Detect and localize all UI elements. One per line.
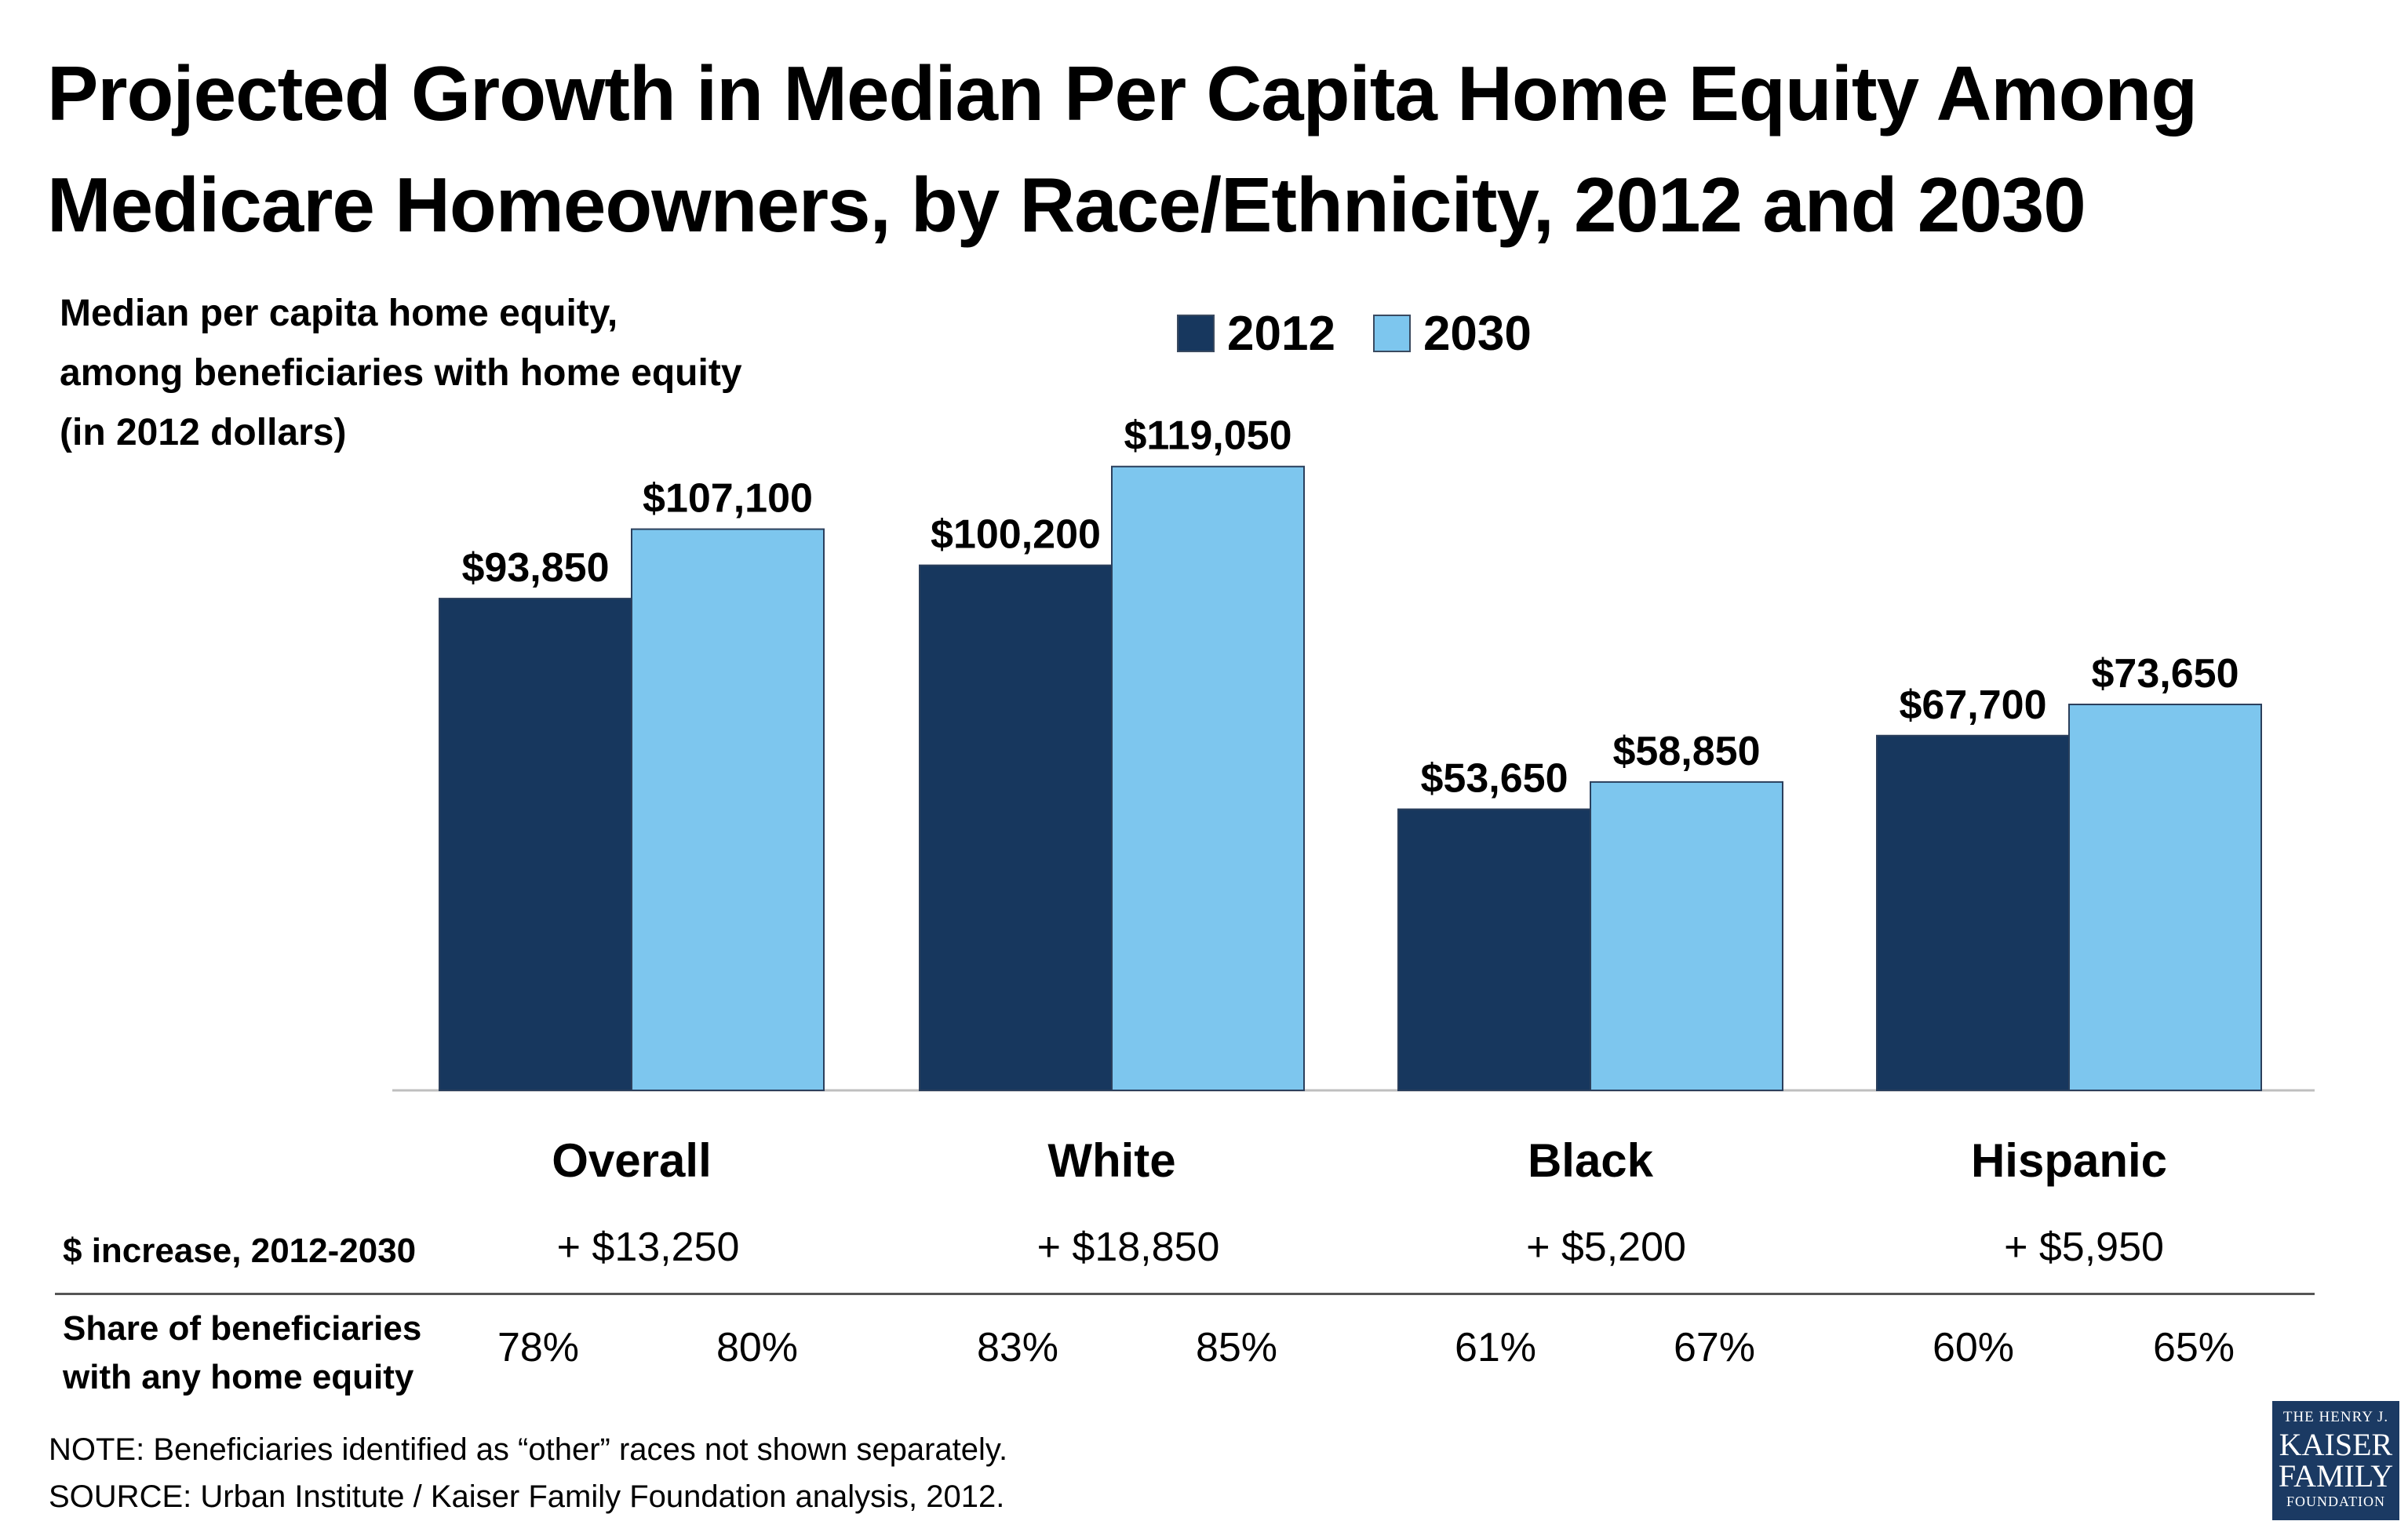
share-hispanic-2030: 65% — [2152, 1325, 2235, 1370]
logo-line-3: FAMILY — [2278, 1458, 2394, 1494]
kff-logo: THE HENRY J. KAISER FAMILY FOUNDATION — [2272, 1401, 2399, 1520]
legend-swatch-2012 — [1177, 315, 1215, 352]
data-label-hispanic-2012: $67,700 — [1900, 682, 2047, 728]
category-label-hispanic: Hispanic — [1971, 1134, 2167, 1187]
bar-overall-2030 — [631, 528, 825, 1091]
increase-value-hispanic: + $5,950 — [2004, 1225, 2164, 1270]
source-text: SOURCE: Urban Institute / Kaiser Family … — [49, 1479, 1005, 1514]
logo-line-2: KAISER — [2279, 1427, 2393, 1462]
share-black-2012: 61% — [1454, 1325, 1537, 1370]
bar-black-2030 — [1590, 781, 1783, 1092]
data-label-white-2012: $100,200 — [931, 512, 1101, 558]
y-axis-label-line-1: Median per capita home equity, — [60, 293, 618, 334]
category-label-overall: Overall — [552, 1134, 711, 1187]
chart-title-line-2: Medicare Homeowners, by Race/Ethnicity, … — [47, 162, 2086, 248]
increase-value-overall: + $13,250 — [556, 1225, 740, 1270]
y-axis-label-line-2: among beneficiaries with home equity — [60, 352, 742, 394]
bar-black-2012 — [1397, 808, 1591, 1092]
legend-swatch-2030 — [1372, 315, 1411, 352]
chart-title: Projected Growth in Median Per Capita Ho… — [47, 38, 2370, 260]
logo-line-1: THE HENRY J. — [2282, 1409, 2389, 1425]
increase-value-white: + $18,850 — [1036, 1225, 1220, 1270]
share-row-label: Share of beneficiaries with any home equ… — [63, 1305, 421, 1402]
increase-row-label: $ increase, 2012-2030 — [63, 1232, 417, 1270]
footnotes: NOTE: Beneficiaries identified as “other… — [49, 1426, 1007, 1520]
data-label-black-2030: $58,850 — [1613, 729, 1761, 774]
category-label-white: White — [1047, 1134, 1175, 1187]
bar-hispanic-2030 — [2068, 704, 2262, 1091]
share-black-2030: 67% — [1673, 1325, 1756, 1370]
data-label-hispanic-2030: $73,650 — [2092, 651, 2239, 697]
note-text: NOTE: Beneficiaries identified as “other… — [49, 1432, 1008, 1467]
legend: 2012 2030 — [1177, 306, 1569, 361]
share-hispanic-2012: 60% — [1932, 1325, 2015, 1370]
share-overall-2012: 78% — [497, 1325, 580, 1370]
bar-overall-2012 — [439, 598, 632, 1091]
share-white-2012: 83% — [976, 1325, 1059, 1370]
y-axis-label: Median per capita home equity, among ben… — [60, 284, 923, 463]
legend-item-2012: 2012 — [1177, 306, 1335, 362]
bar-white-2012 — [919, 564, 1113, 1091]
chart-title-line-1: Projected Growth in Median Per Capita Ho… — [47, 50, 2198, 136]
legend-item-2030: 2030 — [1372, 306, 1532, 362]
bar-hispanic-2012 — [1876, 734, 2070, 1091]
legend-label-2030: 2030 — [1423, 306, 1532, 361]
share-white-2030: 85% — [1195, 1325, 1278, 1370]
share-overall-2030: 80% — [716, 1325, 799, 1370]
share-row-label-line-2: with any home equity — [63, 1358, 414, 1396]
data-label-black-2012: $53,650 — [1421, 756, 1568, 802]
legend-label-2012: 2012 — [1227, 306, 1335, 361]
category-label-black: Black — [1528, 1134, 1654, 1187]
bar-white-2030 — [1111, 465, 1305, 1091]
share-row-label-line-1: Share of beneficiaries — [63, 1309, 422, 1348]
logo-line-4: FOUNDATION — [2286, 1494, 2385, 1509]
y-axis-label-line-3: (in 2012 dollars) — [60, 412, 347, 453]
increase-value-black: + $5,200 — [1526, 1225, 1686, 1270]
data-label-white-2030: $119,050 — [1124, 413, 1291, 459]
data-label-overall-2012: $93,850 — [462, 545, 610, 591]
data-label-overall-2030: $107,100 — [643, 476, 813, 522]
table-divider — [55, 1293, 2315, 1295]
